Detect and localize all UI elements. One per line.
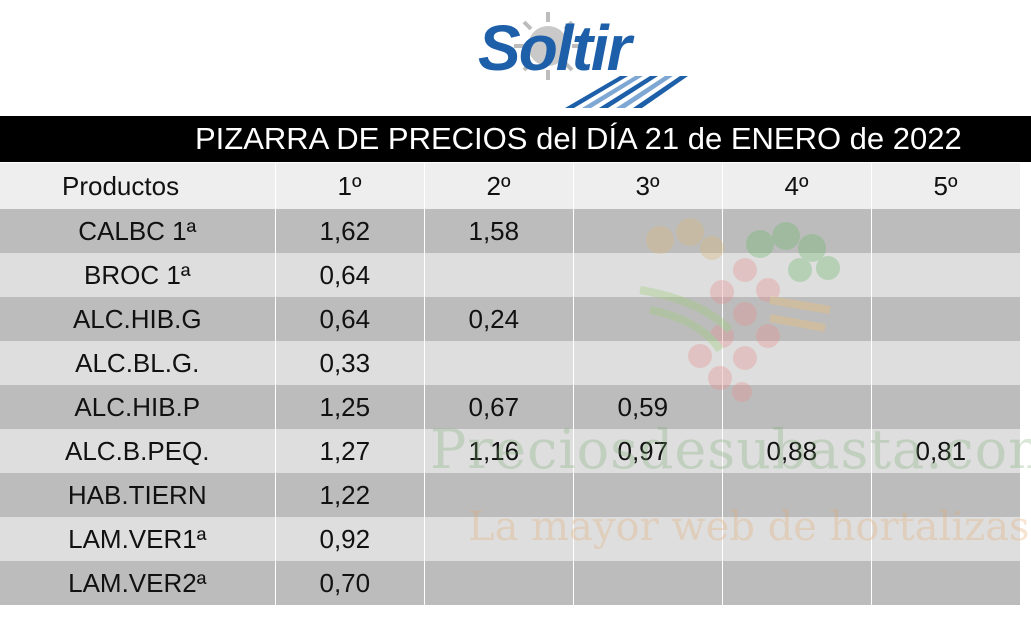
price-cell [722, 561, 872, 605]
table-row: ALC.HIB.G 0,64 0,24 [0, 297, 1021, 341]
price-cell [871, 517, 1021, 561]
table-row: LAM.VER1ª 0,92 [0, 517, 1021, 561]
table-header-row: Productos 1º 2º 3º 4º 5º [0, 163, 1021, 209]
product-cell: LAM.VER2ª [0, 561, 276, 605]
price-cell [573, 341, 723, 385]
price-cell [573, 253, 723, 297]
price-cell: 1,58 [424, 209, 574, 253]
price-table: Productos 1º 2º 3º 4º 5º CALBC 1ª 1,62 1… [0, 163, 1021, 605]
price-cell [722, 297, 872, 341]
product-cell: BROC 1ª [0, 253, 276, 297]
page-title: PIZARRA DE PRECIOS del DÍA 21 de ENERO d… [0, 116, 1031, 162]
price-cell: 0,64 [275, 253, 425, 297]
price-cell [722, 341, 872, 385]
price-cell: 0,24 [424, 297, 574, 341]
product-cell: ALC.B.PEQ. [0, 429, 276, 473]
price-cell [871, 209, 1021, 253]
price-cell [871, 253, 1021, 297]
price-cell: 1,25 [275, 385, 425, 429]
price-cell: 0,59 [573, 385, 723, 429]
sun-icon [514, 12, 582, 80]
price-cell [722, 209, 872, 253]
price-cell: 1,22 [275, 473, 425, 517]
price-cell [871, 385, 1021, 429]
price-cell [424, 253, 574, 297]
price-cell [573, 473, 723, 517]
table-row: ALC.B.PEQ. 1,27 1,16 0,97 0,88 0,81 [0, 429, 1021, 473]
price-cell: 1,16 [424, 429, 574, 473]
table-row: CALBC 1ª 1,62 1,58 [0, 209, 1021, 253]
price-cell [871, 561, 1021, 605]
price-cell: 0,64 [275, 297, 425, 341]
product-cell: HAB.TIERN [0, 473, 276, 517]
price-cell [722, 473, 872, 517]
price-cell [424, 341, 574, 385]
price-cell [424, 561, 574, 605]
price-cell: 0,67 [424, 385, 574, 429]
price-cell: 0,70 [275, 561, 425, 605]
column-header-4: 4º [722, 163, 872, 209]
price-cell [573, 517, 723, 561]
price-cell: 1,27 [275, 429, 425, 473]
table-row: BROC 1ª 0,64 [0, 253, 1021, 297]
price-cell [871, 297, 1021, 341]
price-cell: 0,88 [722, 429, 872, 473]
field-rows-icon [565, 76, 688, 108]
table-row: ALC.HIB.P 1,25 0,67 0,59 [0, 385, 1021, 429]
product-cell: CALBC 1ª [0, 209, 276, 253]
product-cell: ALC.HIB.P [0, 385, 276, 429]
price-cell [722, 517, 872, 561]
price-cell: 0,97 [573, 429, 723, 473]
price-cell [871, 473, 1021, 517]
table-row: HAB.TIERN 1,22 [0, 473, 1021, 517]
price-cell: 1,62 [275, 209, 425, 253]
column-header-3: 3º [573, 163, 723, 209]
logo-wordmark: Soltir [478, 12, 635, 84]
price-cell: 0,81 [871, 429, 1021, 473]
column-header-products: Productos [0, 163, 276, 209]
price-cell: 0,33 [275, 341, 425, 385]
column-header-1: 1º [275, 163, 425, 209]
price-cell [573, 297, 723, 341]
price-cell [424, 517, 574, 561]
price-cell: 0,92 [275, 517, 425, 561]
price-cell [424, 473, 574, 517]
table-row: ALC.BL.G. 0,33 [0, 341, 1021, 385]
column-header-5: 5º [871, 163, 1021, 209]
price-cell [722, 385, 872, 429]
soltir-logo: Soltir [478, 12, 688, 108]
product-cell: ALC.HIB.G [0, 297, 276, 341]
price-cell [573, 561, 723, 605]
column-header-2: 2º [424, 163, 574, 209]
price-cell [871, 341, 1021, 385]
product-cell: LAM.VER1ª [0, 517, 276, 561]
table-row: LAM.VER2ª 0,70 [0, 561, 1021, 605]
price-cell [722, 253, 872, 297]
price-cell [573, 209, 723, 253]
product-cell: ALC.BL.G. [0, 341, 276, 385]
